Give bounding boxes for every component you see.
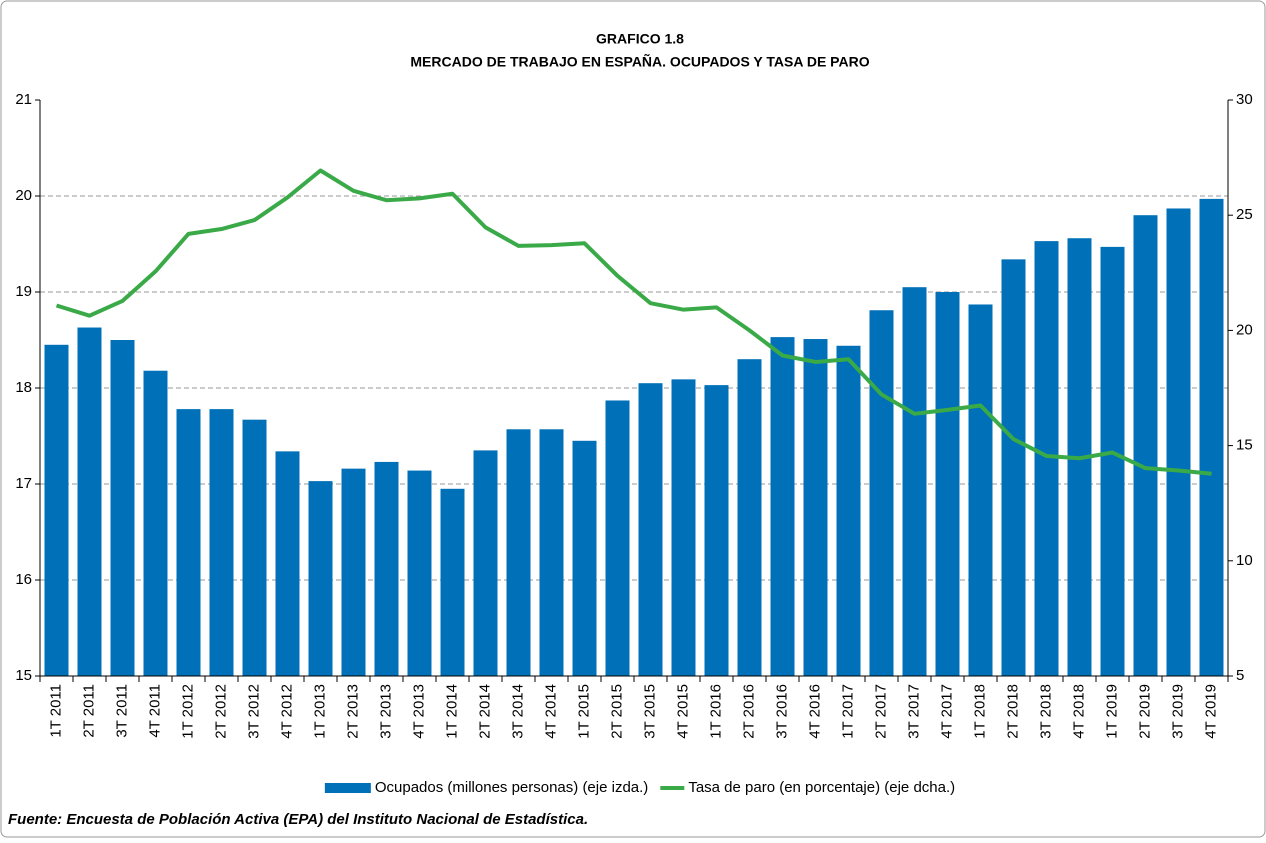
bar — [77, 327, 102, 676]
x-tick-label: 2T 2014 — [476, 684, 493, 739]
bar — [473, 450, 498, 676]
x-tick-label: 1T 2016 — [707, 684, 724, 739]
bar — [341, 468, 366, 676]
x-tick-label: 2T 2015 — [608, 684, 625, 739]
x-tick-label: 3T 2014 — [509, 684, 526, 739]
bar — [1133, 215, 1158, 676]
x-tick-label: 1T 2018 — [971, 684, 988, 739]
bar — [770, 337, 795, 676]
y-tick-label: 18 — [15, 379, 32, 396]
source-note: Fuente: Encuesta de Población Activa (EP… — [8, 811, 588, 828]
bar — [110, 340, 135, 676]
x-tick-label: 2T 2019 — [1136, 684, 1153, 739]
x-tick-label: 2T 2013 — [344, 684, 361, 739]
x-tick-label: 4T 2014 — [542, 684, 559, 739]
bar — [671, 379, 696, 676]
bar — [1166, 208, 1191, 677]
x-tick-label: 1T 2013 — [311, 684, 328, 739]
y2-tick-label: 20 — [1236, 321, 1253, 338]
bar — [1001, 259, 1026, 676]
x-tick-label: 4T 2019 — [1202, 684, 1219, 739]
x-tick-label: 4T 2016 — [806, 684, 823, 739]
x-tick-label: 4T 2018 — [1070, 684, 1087, 739]
y-tick-label: 15 — [15, 667, 32, 684]
bar — [242, 419, 267, 676]
bar — [572, 440, 597, 676]
chart-subtitle: MERCADO DE TRABAJO EN ESPAÑA. OCUPADOS Y… — [410, 53, 869, 70]
legend-swatch — [324, 783, 371, 793]
bar — [176, 409, 201, 676]
y2-tick-label: 25 — [1236, 206, 1253, 223]
x-tick-label: 2T 2016 — [740, 684, 757, 739]
bar — [308, 481, 333, 676]
line — [55, 168, 1212, 476]
bar — [1100, 246, 1125, 676]
bar — [1199, 198, 1224, 676]
bar — [902, 287, 927, 676]
x-tick-label: 3T 2012 — [245, 684, 262, 739]
y-tick-label: 17 — [15, 475, 32, 492]
x-tick-label: 1T 2015 — [575, 684, 592, 739]
x-tick-label: 1T 2019 — [1103, 684, 1120, 739]
x-tick-label: 3T 2018 — [1037, 684, 1054, 739]
x-tick-label: 1T 2014 — [443, 684, 460, 739]
y2-tick-label: 5 — [1236, 667, 1244, 684]
bar — [539, 429, 564, 676]
bar — [803, 339, 828, 676]
x-tick-label: 1T 2011 — [47, 684, 64, 738]
bar — [506, 429, 531, 676]
bar — [440, 488, 465, 676]
bar — [869, 310, 894, 676]
bar — [407, 470, 432, 676]
bar — [374, 461, 399, 676]
x-tick-label: 3T 2011 — [113, 684, 130, 738]
bar — [209, 409, 234, 676]
x-tick-label: 4T 2013 — [410, 684, 427, 739]
x-tick-label: 4T 2012 — [278, 684, 295, 739]
x-tick-label: 3T 2015 — [641, 684, 658, 739]
x-tick-label: 2T 2012 — [212, 684, 229, 739]
bar — [44, 344, 69, 676]
x-tick-label: 3T 2013 — [377, 684, 394, 739]
x-tick-label: 3T 2016 — [773, 684, 790, 739]
legend-label: Ocupados (millones personas) (eje izda.) — [375, 779, 648, 796]
y-tick-label: 19 — [15, 283, 32, 300]
x-tick-label: 1T 2017 — [839, 684, 856, 739]
y2-tick-label: 10 — [1236, 552, 1253, 569]
x-tick-label: 4T 2011 — [146, 684, 163, 738]
x-tick-label: 4T 2017 — [938, 684, 955, 739]
y-tick-label: 21 — [15, 91, 32, 108]
x-tick-label: 4T 2015 — [674, 684, 691, 739]
x-tick-label: 3T 2017 — [905, 684, 922, 739]
bar — [704, 385, 729, 676]
bar — [1034, 241, 1059, 676]
bar — [605, 400, 630, 676]
bar — [143, 370, 168, 676]
bar — [935, 292, 960, 676]
bar — [968, 304, 993, 676]
bar — [836, 345, 861, 676]
y-tick-label: 16 — [15, 571, 32, 588]
bar — [737, 359, 762, 676]
x-tick-label: 2T 2011 — [80, 684, 97, 738]
y2-tick-label: 15 — [1236, 437, 1253, 454]
x-tick-label: 1T 2012 — [179, 684, 196, 739]
y-tick-label: 20 — [15, 187, 32, 204]
x-tick-label: 3T 2019 — [1169, 684, 1186, 739]
chart-title: GRAFICO 1.8 — [596, 31, 684, 47]
x-tick-label: 2T 2017 — [872, 684, 889, 739]
y2-tick-label: 30 — [1236, 91, 1253, 108]
legend-label: Tasa de paro (en porcentaje) (eje dcha.) — [688, 779, 955, 796]
x-tick-label: 2T 2018 — [1004, 684, 1021, 739]
bar — [275, 451, 300, 676]
bar — [638, 383, 663, 676]
